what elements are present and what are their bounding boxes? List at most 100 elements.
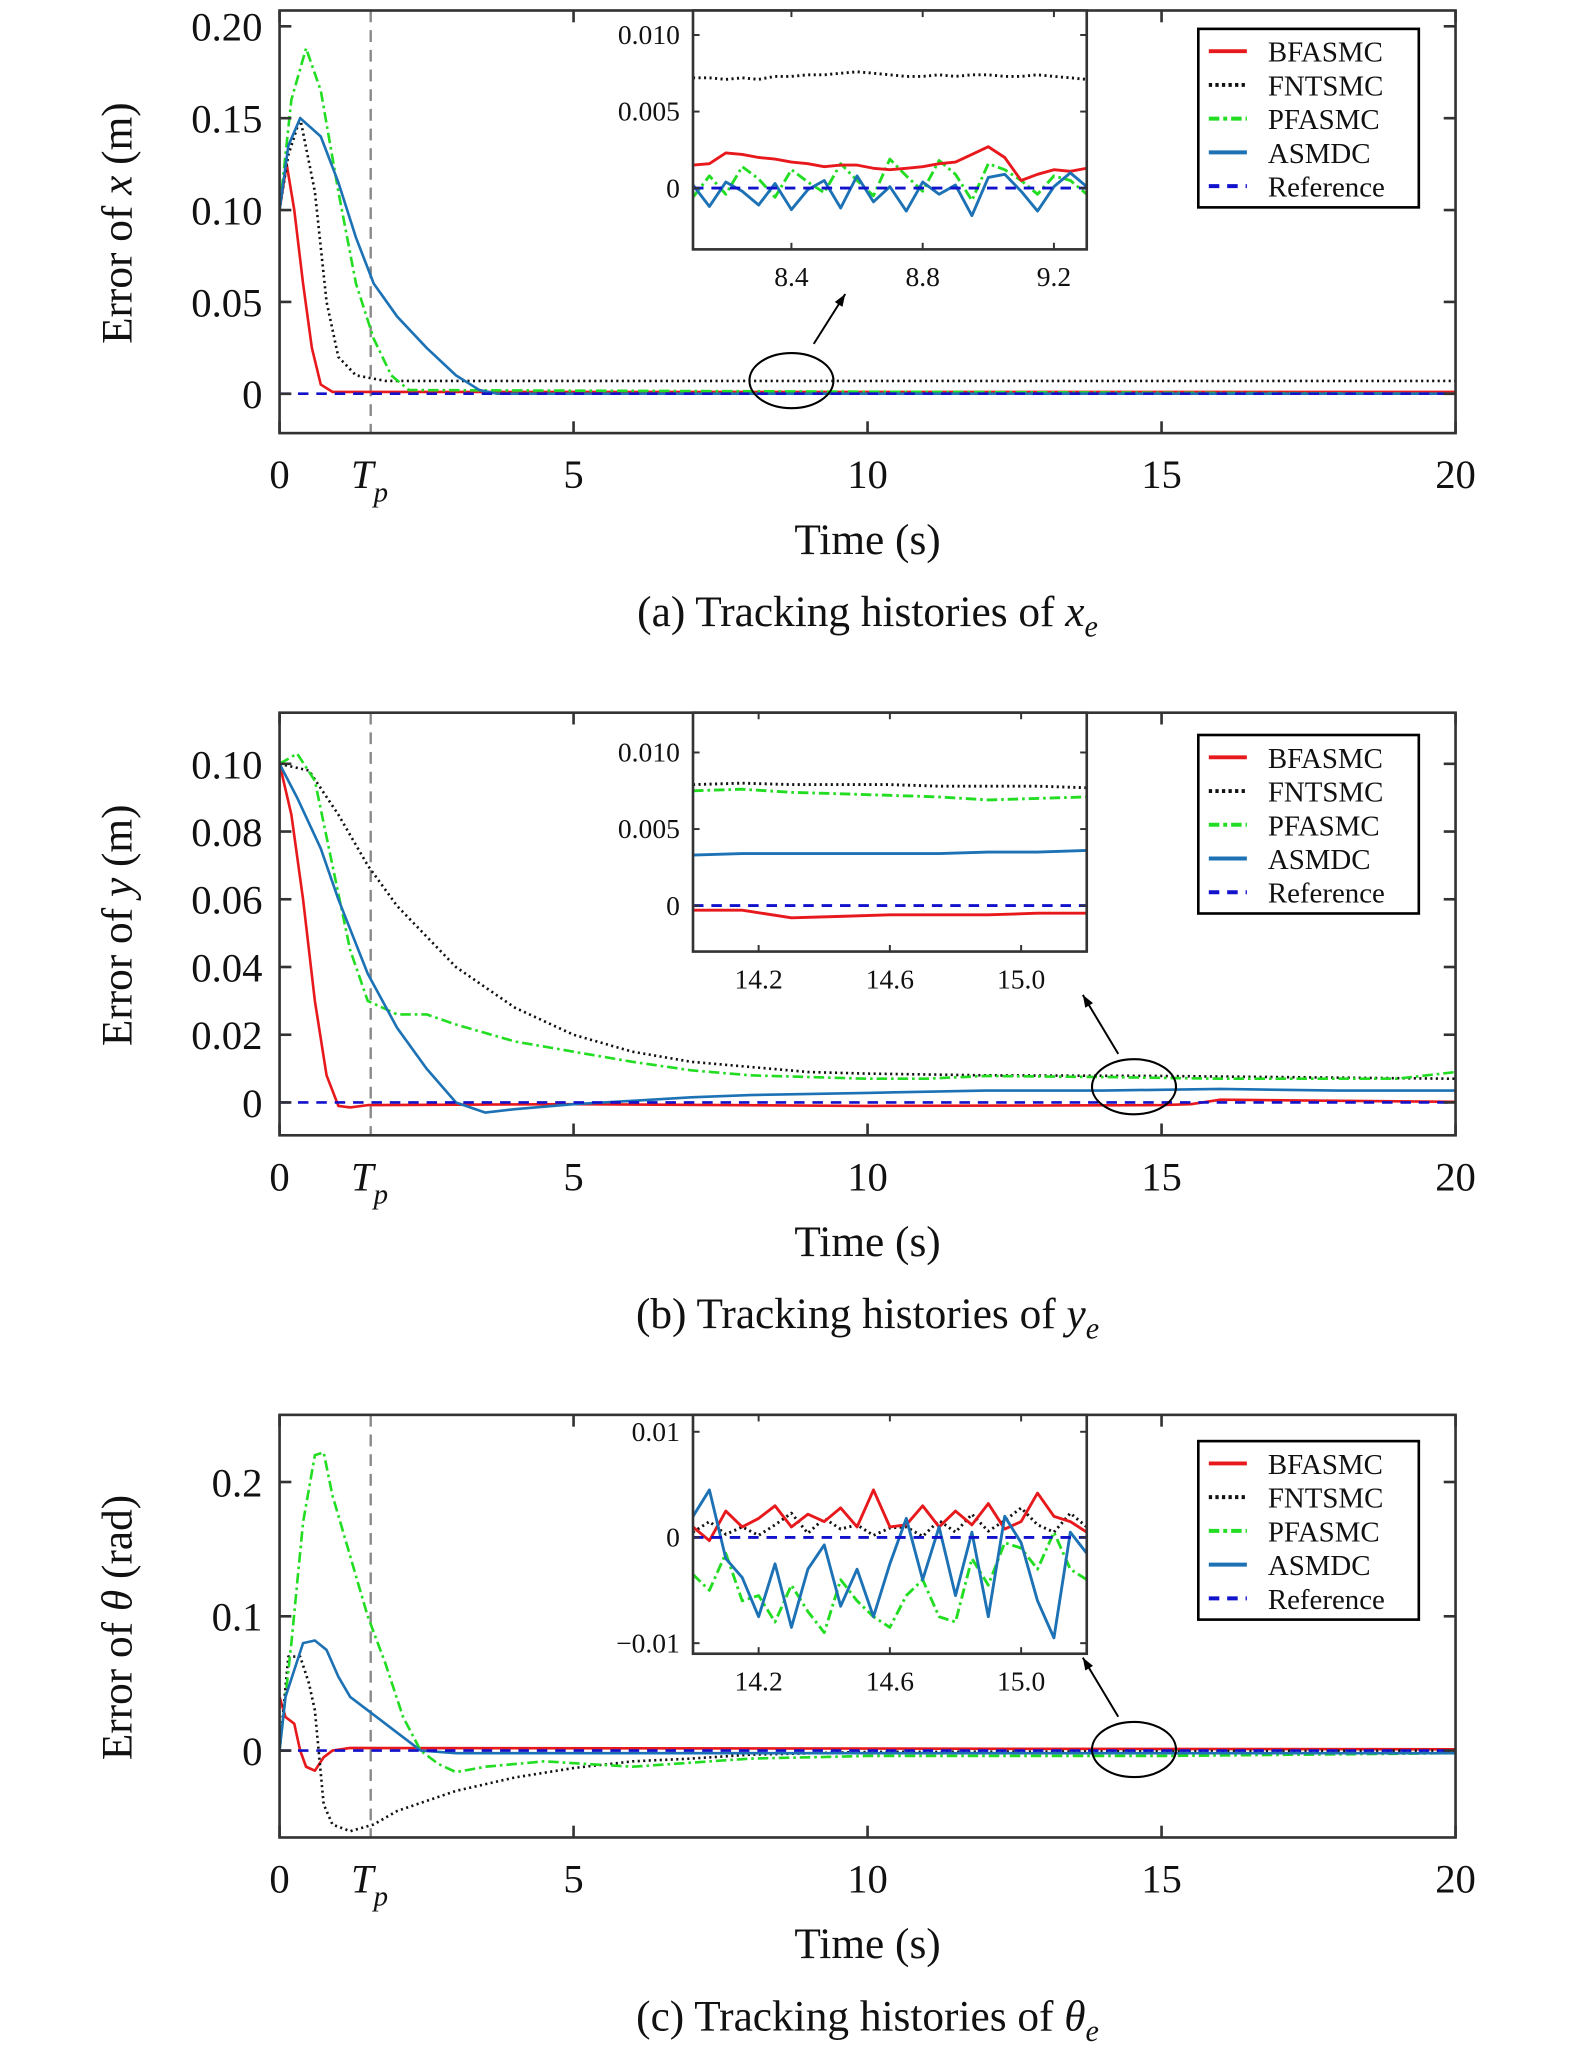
- inset-y-tick-label: −0.01: [616, 1627, 680, 1658]
- y-axis-label-unit: (rad): [93, 1495, 141, 1590]
- arrow-head-icon: [1082, 994, 1094, 1008]
- legend-label: PFASMC: [1268, 1516, 1380, 1548]
- series-line-asmdc: [279, 763, 1456, 1114]
- x-tick-label: 20: [1435, 1154, 1476, 1199]
- inset-plot: 14.2 14.6 15.0 0 0.005 0.010: [618, 711, 1089, 994]
- y-axis-label-prefix: Error of: [93, 1611, 141, 1760]
- panel-caption: (c) Tracking histories of θe: [636, 1992, 1099, 2047]
- y-tick-label: 0.06: [191, 878, 262, 923]
- x-tick-label: 20: [1435, 452, 1476, 497]
- legend-label: FNTSMC: [1268, 777, 1383, 809]
- x-axis-label: Time (s): [794, 1920, 940, 1968]
- y-tick-label: 0: [242, 1081, 262, 1126]
- y-axis-label-var: x: [93, 176, 141, 196]
- legend-label: PFASMC: [1268, 810, 1380, 842]
- tp-label-sub: p: [372, 1881, 388, 1913]
- inset-x-tick-label: 15.0: [997, 963, 1045, 994]
- inset-plot: 14.2 14.6 15.0 −0.01 0 0.01: [616, 1413, 1089, 1696]
- legend-label: PFASMC: [1268, 104, 1380, 136]
- inset-x-tick-label: 9.2: [1037, 261, 1071, 292]
- inset-y-tick-label: 0: [666, 1522, 680, 1553]
- y-tick-label: 0.15: [191, 97, 262, 142]
- series-line-asmdc: [279, 1639, 1456, 1755]
- caption-sub: e: [1086, 2014, 1099, 2048]
- caption-var: x: [1064, 588, 1084, 636]
- inset-x-tick-label: 14.2: [735, 1665, 783, 1696]
- panel-caption: (b) Tracking histories of ye: [636, 1290, 1099, 1345]
- y-tick-label: 0.10: [191, 188, 262, 233]
- legend-label: ASMDC: [1268, 844, 1371, 876]
- y-axis-label: Error of y (m): [93, 804, 141, 1046]
- y-axis-label-unit: (m): [93, 804, 141, 877]
- tp-label-main: T: [351, 1154, 377, 1199]
- y-axis-label-prefix: Error of: [93, 897, 141, 1046]
- series-line-pfasmc: [693, 1530, 1087, 1635]
- inset-background: [693, 1414, 1087, 1654]
- y-tick-label: 0.20: [191, 5, 262, 50]
- panel-b: 0 5 10 15 20 0 0.02 0.04 0.06 0.08 0.10 Tp Time (s) E…: [93, 711, 1476, 1346]
- x-tick-label: 15: [1141, 452, 1182, 497]
- inset-x-tick-label: 14.2: [735, 963, 783, 994]
- inset-x-tick-label: 14.6: [866, 963, 914, 994]
- y-axis-label-prefix: Error of: [93, 195, 141, 344]
- y-tick-label: 0.05: [191, 280, 262, 325]
- series-line-bfasmc: [693, 908, 1087, 920]
- y-tick-label: 0.1: [212, 1595, 263, 1640]
- x-tick-label: 5: [563, 1857, 583, 1902]
- tp-label-main: T: [351, 452, 377, 497]
- y-axis-label-var: y: [93, 877, 141, 901]
- inset-y-tick-label: 0.010: [618, 19, 680, 50]
- x-tick-label: 10: [847, 1154, 888, 1199]
- legend-label: BFASMC: [1268, 1449, 1383, 1481]
- caption-sub: e: [1086, 1312, 1099, 1346]
- series-line-asmdc: [693, 171, 1087, 218]
- y-axis-label-var: θ: [93, 1590, 141, 1611]
- y-tick-label: 0.02: [191, 1013, 262, 1058]
- caption-sub: e: [1085, 610, 1098, 644]
- inset-background: [693, 10, 1087, 250]
- caption-prefix: (a) Tracking histories of: [637, 588, 1065, 636]
- x-tick-label: 0: [269, 452, 289, 497]
- series-line-bfasmc: [693, 145, 1087, 182]
- legend-label: ASMDC: [1268, 1550, 1371, 1582]
- x-tick-label: 0: [269, 1857, 289, 1902]
- x-tick-label: 0: [269, 1154, 289, 1199]
- x-tick-label: 10: [847, 452, 888, 497]
- inset-x-tick-label: 15.0: [997, 1665, 1045, 1696]
- y-axis-label: Error of x (m): [93, 102, 141, 344]
- inset-y-tick-label: 0.005: [618, 813, 680, 844]
- series-line-pfasmc: [279, 1451, 1456, 1774]
- inset-y-tick-label: 0.005: [618, 96, 680, 127]
- inset-y-tick-label: 0.010: [618, 737, 680, 768]
- x-axis-label: Time (s): [794, 516, 940, 564]
- series-line-asmdc: [693, 849, 1087, 857]
- series-line-asmdc: [279, 116, 1456, 396]
- tp-label: Tp: [351, 1154, 388, 1210]
- zoom-ellipse: [1090, 1720, 1178, 1779]
- series-line-bfasmc: [279, 763, 1456, 1109]
- inset-plot: 8.4 8.8 9.2 0 0.005 0.010: [618, 9, 1089, 292]
- y-tick-label: 0.04: [191, 945, 262, 990]
- panel-a: 0 5 10 15 20 0 0.05 0.10 0.15 0.20 Tp Time (s) Error…: [93, 5, 1476, 644]
- legend-label: Reference: [1268, 172, 1385, 204]
- caption-prefix: (b) Tracking histories of: [636, 1290, 1067, 1338]
- series-line-asmdc: [693, 1488, 1087, 1640]
- legend-label: FNTSMC: [1268, 1483, 1383, 1515]
- legend-label: Reference: [1268, 878, 1385, 910]
- zoom-ellipse: [1090, 1058, 1178, 1116]
- inset-y-tick-label: 0: [666, 890, 680, 921]
- tp-label-main: T: [351, 1857, 377, 1902]
- series-line-pfasmc: [693, 787, 1087, 802]
- inset-x-tick-label: 8.4: [774, 261, 809, 292]
- x-tick-label: 5: [563, 1154, 583, 1199]
- x-tick-label: 15: [1141, 1154, 1182, 1199]
- tp-label: Tp: [351, 452, 388, 508]
- inset-x-tick-label: 8.8: [905, 261, 939, 292]
- inset-frame: [691, 9, 1089, 251]
- legend-label: Reference: [1268, 1584, 1385, 1616]
- panel-caption: (a) Tracking histories of xe: [637, 588, 1098, 643]
